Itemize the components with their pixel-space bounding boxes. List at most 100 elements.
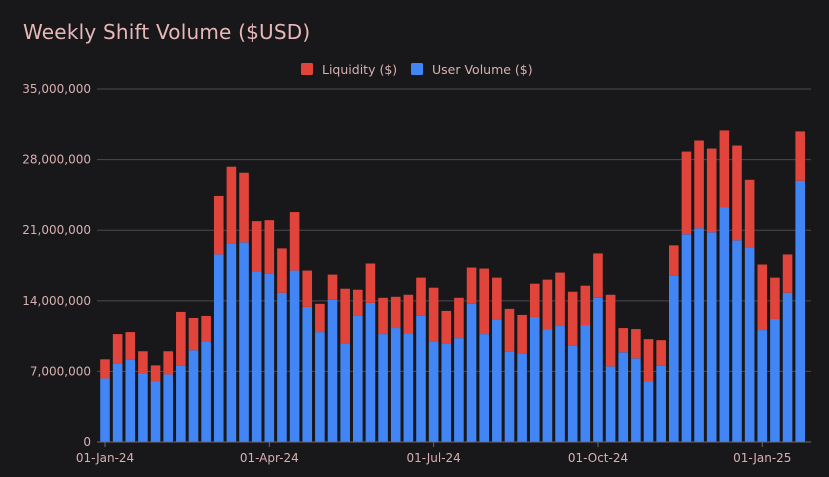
bar-liquidity xyxy=(138,351,148,374)
y-tick-label: 28,000,000 xyxy=(22,153,91,167)
bar-user-volume xyxy=(176,365,186,442)
bar-liquidity xyxy=(264,220,275,274)
bar-user-volume xyxy=(100,378,110,442)
bar-liquidity xyxy=(163,351,173,375)
bar-user-volume xyxy=(492,319,502,442)
bar-user-volume xyxy=(555,326,565,442)
bar-user-volume xyxy=(403,333,414,442)
bar-user-volume xyxy=(656,365,666,442)
bar-liquidity xyxy=(744,179,755,248)
bar-liquidity xyxy=(302,270,313,307)
bar-user-volume xyxy=(529,316,540,442)
bar-user-volume xyxy=(188,350,199,442)
bar-user-volume xyxy=(365,302,376,442)
bar-user-volume xyxy=(669,275,679,442)
legend-swatch xyxy=(301,63,313,75)
bar-user-volume xyxy=(353,315,363,442)
x-tick-label: 01-Oct-24 xyxy=(568,451,628,465)
legend-label: Liquidity ($) xyxy=(322,62,397,77)
bar-user-volume xyxy=(277,292,287,442)
bar-user-volume xyxy=(605,366,616,442)
legend-label: User Volume ($) xyxy=(432,62,533,77)
bar-liquidity xyxy=(643,339,654,382)
bar-liquidity xyxy=(580,285,591,326)
bar-liquidity xyxy=(542,279,553,330)
bar-user-volume xyxy=(719,207,730,442)
bar-user-volume xyxy=(593,297,603,442)
bar-user-volume xyxy=(795,180,805,442)
chart-title: Weekly Shift Volume ($USD) xyxy=(23,20,311,44)
bar-liquidity xyxy=(669,245,679,276)
bar-liquidity xyxy=(479,268,489,335)
bar-user-volume xyxy=(517,353,527,442)
bar-liquidity xyxy=(770,277,780,319)
bar-liquidity xyxy=(201,315,211,342)
bar-user-volume xyxy=(643,381,654,442)
bar-user-volume xyxy=(112,363,123,442)
bar-user-volume xyxy=(416,315,426,442)
bar-liquidity xyxy=(466,267,477,304)
legend-item-user-volume[interactable]: User Volume ($) xyxy=(411,62,533,77)
x-tick-label: 01-Jan-25 xyxy=(733,451,791,465)
bar-user-volume xyxy=(454,338,464,442)
bar-liquidity xyxy=(694,140,704,229)
bar-user-volume xyxy=(327,299,338,442)
bar-liquidity xyxy=(327,274,338,300)
y-tick-label: 14,000,000 xyxy=(22,294,91,308)
bar-liquidity xyxy=(529,283,540,317)
x-axis: 01-Jan-24 01-Apr-24 01-Jul-24 01-Oct-24 01-J… xyxy=(76,442,791,465)
bar-user-volume xyxy=(340,343,350,442)
bar-user-volume xyxy=(264,273,275,442)
bar-liquidity xyxy=(416,277,426,316)
bar-user-volume xyxy=(125,359,136,442)
bar-liquidity xyxy=(150,365,161,382)
y-tick-label: 35,000,000 xyxy=(22,82,91,96)
bar-liquidity xyxy=(226,166,237,244)
bar-liquidity xyxy=(719,130,730,208)
bar-liquidity xyxy=(251,221,262,272)
bar-liquidity xyxy=(176,311,186,366)
bar-user-volume xyxy=(732,240,742,442)
y-tick-label: 7,000,000 xyxy=(30,364,91,378)
bar-user-volume xyxy=(213,254,224,442)
legend-item-liquidity[interactable]: Liquidity ($) xyxy=(301,62,397,77)
bar-user-volume xyxy=(441,343,452,442)
bar-user-volume xyxy=(163,374,173,442)
bar-liquidity xyxy=(681,151,692,235)
bar-liquidity xyxy=(403,294,414,334)
bar-liquidity xyxy=(795,131,805,181)
bar-user-volume xyxy=(706,232,717,442)
bar-liquidity xyxy=(706,148,717,233)
bar-liquidity xyxy=(492,277,502,320)
bar-user-volume xyxy=(428,341,439,442)
bar-user-volume xyxy=(302,306,313,442)
bar-user-volume xyxy=(201,341,211,442)
bar-liquidity xyxy=(656,340,666,366)
y-axis: 0 7,000,000 14,000,000 21,000,000 28,000,000… xyxy=(22,82,91,449)
bar-liquidity xyxy=(188,317,199,351)
bar-user-volume xyxy=(150,381,161,442)
bar-user-volume xyxy=(631,358,641,442)
bar-user-volume xyxy=(567,345,578,442)
bar-user-volume xyxy=(681,234,692,442)
bar-liquidity xyxy=(757,264,768,331)
bar-user-volume xyxy=(694,228,704,442)
bar-liquidity xyxy=(289,212,300,271)
x-tick-label: 01-Jul-24 xyxy=(406,451,460,465)
x-tick-label: 01-Jan-24 xyxy=(76,451,134,465)
bar-user-volume xyxy=(315,332,325,442)
bar-liquidity xyxy=(390,296,401,329)
bar-liquidity xyxy=(353,289,363,316)
bar-user-volume xyxy=(138,373,148,442)
bar-user-volume xyxy=(580,325,591,442)
bar-liquidity xyxy=(454,297,464,339)
bar-liquidity xyxy=(618,328,629,353)
bar-user-volume xyxy=(378,334,388,442)
legend[interactable]: Liquidity ($) User Volume ($) xyxy=(301,62,533,77)
bar-liquidity xyxy=(378,297,388,335)
bar-liquidity xyxy=(631,329,641,359)
bar-user-volume xyxy=(239,242,249,442)
bar-liquidity xyxy=(441,310,452,344)
bar-user-volume xyxy=(770,318,780,442)
